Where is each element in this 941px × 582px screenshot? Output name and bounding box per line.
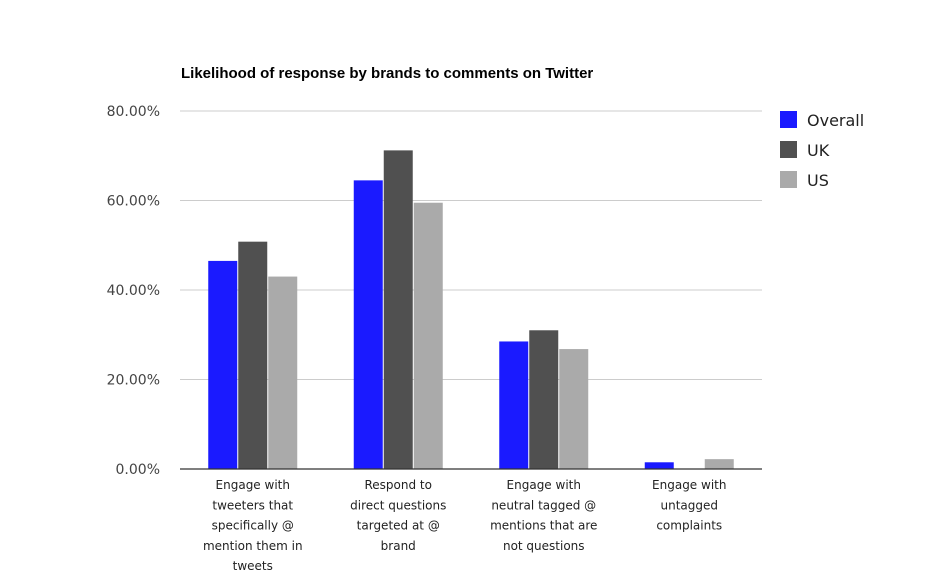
x-tick-label-line: complaints [656, 519, 722, 533]
bar-overall [208, 260, 238, 469]
legend-swatch-overall [780, 111, 797, 128]
bar-overall [353, 180, 383, 470]
bar-overall [499, 341, 529, 469]
legend-swatch-us [780, 171, 797, 188]
y-tick-label: 60.00% [107, 194, 160, 210]
x-tick-label-line: brand [381, 539, 416, 553]
bar-us [559, 349, 589, 469]
gridlines [180, 110, 762, 380]
x-tick-label-line: tweeters that [212, 498, 293, 512]
bar-uk [529, 330, 559, 469]
x-tick-label: Engage with untagged complaints [652, 478, 726, 533]
y-tick-label: 80.00% [107, 104, 160, 120]
legend: Overall UK US [780, 111, 864, 190]
x-tick-label-line: mention them in [203, 539, 303, 553]
x-tick-label-line: Engage with [652, 478, 726, 492]
x-tick-label: Engage with neutral tagged @ mentions that… [490, 478, 597, 553]
x-tick-label-line: targeted at @ [357, 519, 440, 533]
x-tick-label: Engage with tweeters that specifically @ me… [203, 478, 303, 573]
x-axis: Engage with tweeters that specifically @ me… [203, 478, 727, 573]
x-tick-label-line: specifically @ [212, 519, 294, 533]
bar-us [268, 276, 298, 469]
bar-overall [644, 462, 674, 469]
legend-label-uk: UK [807, 141, 830, 160]
legend-swatch-uk [780, 141, 797, 158]
bar-uk [383, 150, 413, 469]
y-tick-label: 40.00% [107, 283, 160, 299]
chart-title: Likelihood of response by brands to comm… [181, 65, 593, 82]
x-tick-label-line: untagged [660, 498, 718, 512]
bar-us [704, 459, 734, 469]
x-tick-label-line: direct questions [350, 498, 446, 512]
x-tick-label: Respond to direct questions targeted at @ b… [350, 478, 446, 553]
bars [208, 150, 734, 470]
y-tick-label: 20.00% [107, 373, 160, 389]
bar-uk [238, 241, 268, 469]
x-tick-label-line: mentions that are [490, 519, 597, 533]
bar-us [413, 202, 443, 470]
x-tick-label-line: Engage with [216, 478, 290, 492]
y-tick-label: 0.00% [116, 462, 160, 478]
x-tick-label-line: tweets [233, 559, 273, 573]
x-tick-label-line: Engage with [507, 478, 581, 492]
y-axis: 0.00% 20.00% 40.00% 60.00% 80.00% [107, 104, 160, 478]
x-tick-label-line: neutral tagged @ [491, 498, 596, 512]
legend-label-overall: Overall [807, 111, 864, 130]
x-tick-label-line: Respond to [365, 478, 432, 492]
legend-label-us: US [807, 171, 829, 190]
x-tick-label-line: not questions [503, 539, 585, 553]
